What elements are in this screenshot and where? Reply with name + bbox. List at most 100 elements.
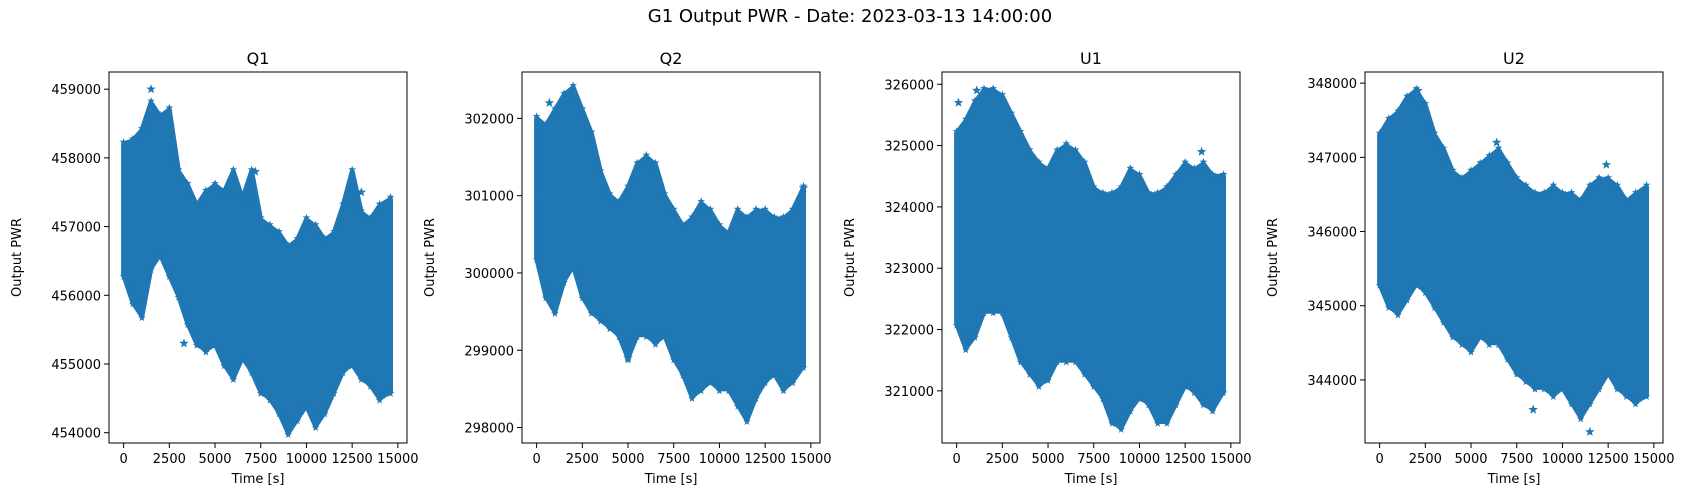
x-tick-label: 2500 [566,452,599,467]
data-point [606,189,614,197]
data-point [980,309,988,317]
data-point [569,263,577,271]
data-point [275,227,283,235]
data-point [1458,340,1466,349]
subplot-u2: 0 2500 5000 7500 10000 12500 15000 344000 345000… [1266,49,1675,487]
data-point [1531,188,1539,196]
data-point [962,346,970,354]
data-point [1558,385,1567,393]
data-point [229,165,238,173]
x-axis-label: Time [s] [231,472,285,487]
data-point [551,104,559,112]
data-point [761,379,769,387]
y-tick-label: 348000 [1307,77,1357,92]
data-point [302,213,311,221]
data-point [542,294,550,302]
scatter-points [119,84,395,438]
data-point [284,241,292,249]
data-point [1071,145,1080,153]
data-point [733,205,742,213]
data-point [320,234,329,242]
data-point [1604,370,1612,378]
data-point [386,193,395,201]
data-point [1196,146,1207,156]
x-tick-label: 10000 [1119,452,1160,467]
data-point [1080,370,1089,378]
data-point [375,200,384,208]
data-point [1153,188,1162,196]
data-point [752,205,760,213]
data-point [1421,99,1430,107]
subplot-q1: 0 2500 5000 7500 10000 12500 15000 454000 455000… [10,49,419,487]
data-point [1208,407,1217,415]
data-point [129,300,137,308]
data-point [1604,173,1612,181]
data-point [202,348,210,356]
data-point [1007,108,1016,117]
data-point [669,356,678,364]
data-point [1567,400,1576,408]
data-point [1144,188,1153,196]
data-point [1449,166,1457,174]
x-tick-label: 15000 [1210,452,1251,467]
y-tick-label: 346000 [1307,226,1357,241]
data-point [320,410,329,418]
data-point [156,110,164,118]
data-point [1476,333,1484,341]
data-point [147,96,155,105]
data-point [183,320,192,328]
data-point [623,353,633,362]
data-band [954,87,1226,431]
data-point [779,212,788,221]
data-point [1642,392,1651,400]
data-point [1567,188,1576,196]
y-tick-label: 454000 [51,427,101,442]
data-point [1053,358,1061,366]
data-point [544,97,555,107]
data-point [311,423,320,432]
x-tick-label: 2500 [1409,452,1442,467]
x-tick-label: 15000 [377,452,418,467]
data-point [587,127,596,136]
data-point [229,375,238,383]
data-point [972,85,982,95]
data-band [534,85,806,423]
data-point [596,317,605,325]
data-point [1080,158,1089,166]
data-point [366,213,375,221]
y-tick-label: 457000 [51,221,101,236]
x-tick-label: 10000 [699,452,740,467]
data-point [311,220,320,228]
subplot-u1: 0 2500 5000 7500 10000 12500 15000 321000 322000… [843,49,1252,487]
x-tick-label: 0 [1375,452,1383,467]
data-point [1181,158,1189,166]
data-point [1485,340,1494,349]
data-point [1413,85,1423,95]
data-point [688,394,696,402]
data-point [1394,106,1402,114]
data-point [1026,145,1034,153]
data-point [1595,173,1603,181]
x-tick-label: 15000 [790,452,831,467]
data-point [1016,127,1025,135]
axes-frame [108,71,408,444]
axes-frame [1364,71,1664,444]
data-point [1613,181,1622,189]
y-tick-label: 347000 [1307,151,1357,166]
data-point [247,368,256,377]
y-tick-label: 459000 [51,83,101,98]
x-tick-label: 10000 [1542,452,1583,467]
data-point [1458,173,1466,181]
data-point [953,97,964,107]
data-point [724,386,733,395]
data-point [962,115,970,123]
scatter-points [1375,84,1651,436]
x-tick-label: 7500 [1500,452,1533,467]
data-point [706,205,715,213]
data-point [1375,129,1384,137]
data-point [211,341,219,349]
data-point [1485,151,1494,159]
data-point [1585,426,1595,436]
data-point [578,104,587,112]
data-point [1467,348,1475,356]
